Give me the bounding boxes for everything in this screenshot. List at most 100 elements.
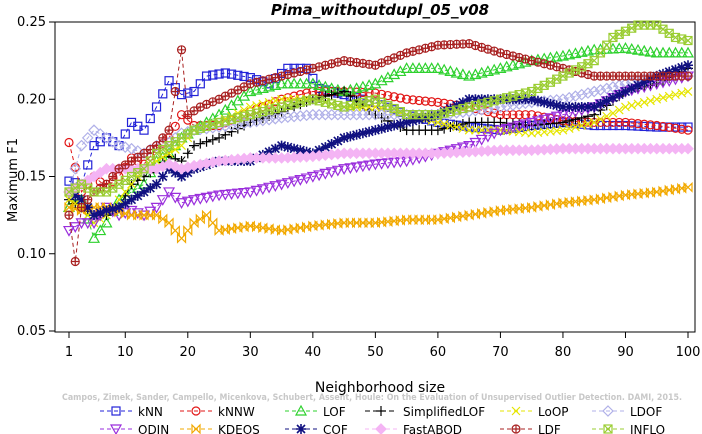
legend-item-fastabod: FastABOD <box>365 423 462 434</box>
data-point-kdeos <box>245 220 255 232</box>
data-point-odin <box>488 128 501 140</box>
data-point-odin <box>225 189 238 201</box>
data-point-cof <box>545 98 556 109</box>
data-point-simplifiedlof <box>207 134 218 145</box>
data-point-kdeos <box>402 214 412 226</box>
data-point-knnw <box>414 95 424 106</box>
data-point-cof <box>564 101 575 112</box>
data-point-odin <box>369 159 382 171</box>
data-point-cof <box>582 101 593 112</box>
data-point-kdeos <box>251 221 262 233</box>
data-point-cof <box>501 94 512 105</box>
data-point-cof <box>376 123 387 134</box>
data-point-odin <box>456 142 469 154</box>
data-point-knn <box>151 102 162 112</box>
data-point-cof <box>114 202 125 213</box>
series-inflo <box>64 20 693 197</box>
data-point-cof <box>370 125 381 136</box>
legend-marker-inflo <box>603 424 613 434</box>
data-point-knn <box>64 176 74 186</box>
data-point-lof <box>87 232 101 243</box>
data-point-kdeos <box>570 196 581 207</box>
legend-marker-odin <box>109 424 123 434</box>
data-point-odin <box>506 122 519 134</box>
data-point-lof <box>294 77 307 89</box>
data-point-kdeos <box>639 187 649 199</box>
data-point-odin <box>163 187 176 199</box>
data-point-loop <box>614 105 624 115</box>
data-point-knnw <box>627 118 637 128</box>
data-point-cof <box>145 183 156 194</box>
data-point-kdeos <box>408 214 418 226</box>
data-point-loop <box>652 94 662 104</box>
chart-title: Pima_withoutdupl_05_v08 <box>271 1 489 19</box>
data-point-cof <box>407 115 418 126</box>
data-point-knnw <box>370 88 380 98</box>
data-point-odin <box>175 198 188 210</box>
x-tick-label: 90 <box>617 345 634 360</box>
data-point-simplifiedlof <box>339 86 350 97</box>
data-point-inflo <box>139 164 149 174</box>
data-point-ldof <box>88 124 100 136</box>
data-point-lof <box>638 44 651 56</box>
data-point-ldof <box>600 82 613 95</box>
data-point-kdeos <box>383 216 393 228</box>
data-point-odin <box>256 184 269 196</box>
data-point-cof <box>357 128 368 139</box>
data-point-simplifiedlof <box>432 125 443 136</box>
y-tick-label: 0.20 <box>17 92 46 107</box>
data-point-kdeos <box>520 202 531 214</box>
data-point-kdeos <box>627 188 637 200</box>
legend-label: kNN <box>138 405 163 419</box>
data-point-ldof <box>500 100 513 112</box>
data-point-cof <box>551 100 562 111</box>
data-point-simplifiedlof <box>226 126 237 137</box>
data-point-knnw <box>258 102 268 112</box>
data-point-loop <box>677 88 687 98</box>
data-point-ldf <box>183 110 192 119</box>
data-point-cof <box>514 94 525 105</box>
data-point-inflo <box>414 110 424 120</box>
data-point-kdeos <box>377 216 387 228</box>
data-point-cof <box>683 60 693 71</box>
data-point-lof <box>663 46 676 58</box>
data-point-loop <box>120 187 130 197</box>
data-point-lof <box>94 224 107 236</box>
legend-item-loop: LoOP <box>500 405 569 419</box>
x-tick-label: 60 <box>430 345 447 360</box>
data-point-knnw <box>677 124 687 134</box>
data-point-kdeos <box>683 181 693 193</box>
data-point-ldof <box>582 87 594 99</box>
data-point-cof <box>332 135 343 146</box>
data-point-cof <box>276 140 287 151</box>
data-point-ldof <box>594 84 607 96</box>
data-point-odin <box>231 188 244 200</box>
series-line-kdeos <box>68 186 689 240</box>
data-point-cof <box>289 143 300 154</box>
data-point-kdeos <box>158 213 168 225</box>
series-line-loop <box>68 91 689 224</box>
legend-item-knn: kNN <box>100 405 163 419</box>
data-point-kdeos <box>564 196 574 208</box>
data-point-cof <box>526 94 537 105</box>
data-point-inflo <box>602 40 612 50</box>
series-ldf <box>64 39 693 267</box>
data-point-knnw <box>395 93 405 103</box>
data-point-knn <box>308 73 318 83</box>
legend-item-simplifiedlof: SimplifiedLOF <box>365 405 485 419</box>
data-point-ldof <box>106 135 119 148</box>
data-point-ldof <box>113 139 125 152</box>
data-point-kdeos <box>170 225 180 237</box>
data-point-loop <box>464 125 474 135</box>
data-point-odin <box>344 163 357 175</box>
data-point-odin <box>300 173 313 185</box>
data-point-kdeos <box>395 214 405 226</box>
data-point-kdeos <box>189 217 199 229</box>
data-point-lof <box>650 46 663 58</box>
data-point-odin <box>250 185 263 197</box>
data-point-lof <box>275 77 288 89</box>
data-point-inflo <box>589 56 599 66</box>
data-point-odin <box>269 181 282 193</box>
data-point-cof <box>101 205 112 216</box>
series-fastabod <box>63 142 694 198</box>
